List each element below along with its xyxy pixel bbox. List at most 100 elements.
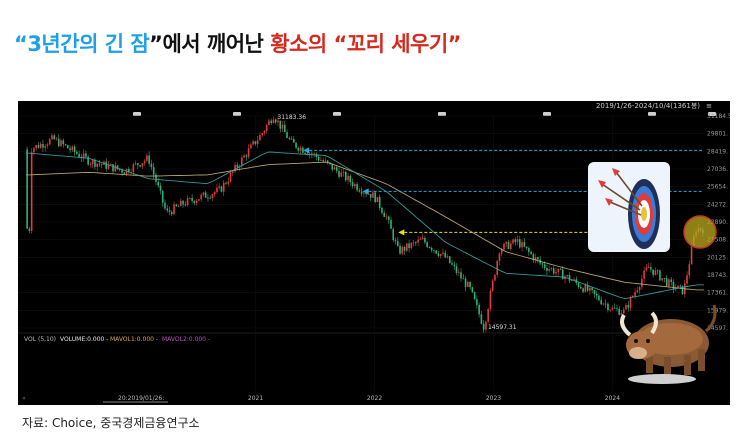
candle-body [392,228,395,241]
candle-body [446,256,449,258]
candle-body [496,261,499,275]
candle-body [186,198,189,205]
candle-body [198,199,200,201]
candle-body [681,285,684,295]
candle-body [297,147,300,151]
candle-body [415,242,417,244]
candle-body [87,156,89,165]
candle-body [286,132,288,139]
candle-body [460,272,462,279]
candle-body [304,152,306,154]
candle-body [335,167,338,171]
candle-body [570,280,573,282]
candle-body [295,142,297,148]
candle-body [372,192,374,198]
candle-body [419,239,422,241]
candle-body [259,135,261,141]
candle-body [195,200,198,204]
candle-body [225,182,227,184]
y-tick-label: 25654. [707,184,728,191]
x-tick-label: 2023 [486,395,501,402]
scroll-left-icon[interactable]: « [22,395,26,402]
y-tick-label: 15979. [707,307,728,314]
candle-body [354,184,356,187]
candle-body [157,181,160,186]
bull-icon [620,304,717,384]
candle-body [320,160,322,161]
candle-body [141,163,144,167]
candle-body [670,279,673,282]
candle-body [500,249,503,254]
candle-body [541,263,544,265]
candle-body [546,267,548,271]
candle-body [211,194,214,198]
candle-body [568,275,571,281]
candle-body [213,192,216,195]
candle-body [512,239,514,244]
reference-arrow [398,229,405,236]
candle-body [279,120,282,129]
candle-body [363,192,365,194]
candle-body [44,145,47,148]
candle-body [358,190,361,192]
candle-body [35,145,37,149]
candle-body [48,139,51,145]
candle-body [555,271,557,274]
range-label: 2019/1/26-2024/10/4(1361봉) [596,102,700,110]
candle-body [609,309,612,311]
candle-body [399,245,401,254]
candle-body [487,309,489,322]
candle-body [516,239,519,243]
candle-body [184,204,187,206]
candle-body [679,285,682,287]
candle-body [53,135,56,140]
candle-body [272,119,275,123]
candle-body [625,304,627,310]
candle-body [471,287,474,293]
candle-body [656,270,659,272]
candle-body [175,204,178,206]
target-arrows-icon [588,162,670,252]
candle-body [677,285,679,289]
candle-body [252,141,254,145]
candle-body [100,164,103,165]
candle-body [112,164,114,172]
candle-body [302,147,304,153]
candle-body [340,172,343,177]
candle-body [457,272,460,274]
y-tick-label: 18743. [707,272,728,279]
candle-body [207,197,209,199]
candles [26,116,704,333]
y-tick-label: 28419. [707,148,728,155]
candle-body [634,292,636,296]
candle-body [645,267,648,271]
candle-body [421,237,424,240]
candle-body [650,267,652,270]
candle-body [263,131,266,134]
candle-body [387,216,390,220]
candle-body [636,290,639,293]
candle-body [593,290,596,294]
candle-body [114,165,117,172]
price-chart-panel: 2019/1/26-2024/10/4(1361봉) ≡ VOL (5,10) … [18,101,732,405]
chart-close-icon[interactable]: ≡ [706,102,712,110]
candle-body [39,143,42,148]
candle-body [313,153,315,155]
y-axis: 31184.5 29801. 28419. 27036. 25654. 24272. 228… [18,113,732,332]
candle-body [462,278,465,280]
candle-body [641,278,643,288]
candle-body [469,281,471,288]
candle-body [627,304,630,308]
candle-body [519,239,521,248]
y-tick-label: 22890. [707,219,728,226]
candle-body [137,163,139,166]
y-tick-label: 24272. [707,201,728,208]
reference-arrow [303,147,310,154]
candle-body [410,242,413,249]
candle-body [191,198,193,201]
candle-body [254,141,257,145]
source-note: 자료: Choice, 중국경제금융연구소 [22,416,200,430]
candle-body [30,152,33,231]
candle-body [256,140,259,145]
candle-body [182,200,184,205]
